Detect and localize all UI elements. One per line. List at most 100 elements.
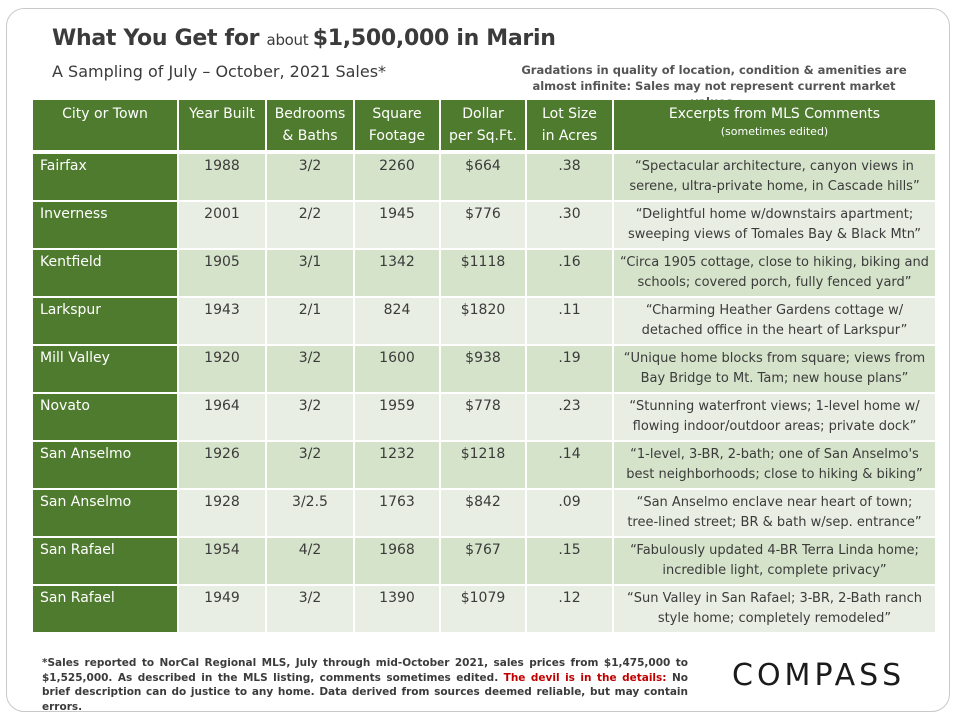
cell-city: San Anselmo (33, 442, 179, 490)
cell-ppsf: $1118 (441, 250, 527, 298)
disclaimer-note: Gradations in quality of location, condi… (521, 63, 907, 109)
sales-table: City or Town Year Built Bedrooms & Baths … (33, 100, 935, 634)
page-title: What You Get for about $1,500,000 in Mar… (52, 26, 556, 51)
slide-frame (6, 8, 950, 712)
cell-lot: .15 (527, 538, 614, 586)
cell-beds: 3/2 (267, 154, 355, 202)
cell-city: Mill Valley (33, 346, 179, 394)
cell-comment: “Unique home blocks from square; views f… (614, 346, 935, 394)
footer-text-2: No brief description can do justice to a… (42, 671, 688, 713)
cell-city: San Rafael (33, 538, 179, 586)
cell-city: San Rafael (33, 586, 179, 634)
cell-lot: .19 (527, 346, 614, 394)
cell-ppsf: $776 (441, 202, 527, 250)
cell-sqft: 2260 (355, 154, 441, 202)
cell-sqft: 1232 (355, 442, 441, 490)
cell-comment: “Sun Valley in San Rafael; 3-BR, 2-Bath … (614, 586, 935, 634)
cell-lot: .14 (527, 442, 614, 490)
cell-sqft: 1959 (355, 394, 441, 442)
footer-red-text: The devil is in the details: (503, 671, 667, 684)
cell-beds: 3/2 (267, 586, 355, 634)
header-sqft: Square Footage (355, 100, 441, 154)
cell-sqft: 1968 (355, 538, 441, 586)
cell-comment: “Fabulously updated 4-BR Terra Linda hom… (614, 538, 935, 586)
cell-comment: “Stunning waterfront views; 1-level home… (614, 394, 935, 442)
cell-beds: 2/2 (267, 202, 355, 250)
cell-year: 1905 (179, 250, 267, 298)
cell-comment: “Spectacular architecture, canyon views … (614, 154, 935, 202)
footer-disclaimer: *Sales reported to NorCal Regional MLS, … (42, 656, 688, 714)
cell-beds: 3/1 (267, 250, 355, 298)
table-row: Novato 1964 3/2 1959 $778 .23 “Stunning … (33, 394, 935, 442)
title-part2: $1,500,000 in Marin (312, 26, 556, 51)
cell-ppsf: $1079 (441, 586, 527, 634)
cell-comment: “1-level, 3-BR, 2-bath; one of San Ansel… (614, 442, 935, 490)
cell-ppsf: $767 (441, 538, 527, 586)
cell-city: Kentfield (33, 250, 179, 298)
cell-year: 1988 (179, 154, 267, 202)
cell-ppsf: $1820 (441, 298, 527, 346)
cell-year: 2001 (179, 202, 267, 250)
cell-sqft: 1763 (355, 490, 441, 538)
footer-text-1: *Sales reported to NorCal Regional MLS, … (42, 657, 688, 684)
header-lot: Lot Size in Acres (527, 100, 614, 154)
cell-comment: “Circa 1905 cottage, close to hiking, bi… (614, 250, 935, 298)
table-row: Mill Valley 1920 3/2 1600 $938 .19 “Uniq… (33, 346, 935, 394)
cell-comment: “San Anselmo enclave near heart of town;… (614, 490, 935, 538)
header-city: City or Town (33, 100, 179, 154)
header-beds: Bedrooms & Baths (267, 100, 355, 154)
cell-year: 1943 (179, 298, 267, 346)
cell-lot: .12 (527, 586, 614, 634)
table-row: Kentfield 1905 3/1 1342 $1118 .16 “Circa… (33, 250, 935, 298)
cell-beds: 2/1 (267, 298, 355, 346)
cell-year: 1920 (179, 346, 267, 394)
cell-beds: 3/2 (267, 394, 355, 442)
cell-lot: .30 (527, 202, 614, 250)
cell-ppsf: $938 (441, 346, 527, 394)
table-row: San Rafael 1954 4/2 1968 $767 .15 “Fabul… (33, 538, 935, 586)
header-year: Year Built (179, 100, 267, 154)
cell-beds: 3/2 (267, 346, 355, 394)
cell-sqft: 1342 (355, 250, 441, 298)
cell-lot: .23 (527, 394, 614, 442)
table-row: San Anselmo 1926 3/2 1232 $1218 .14 “1-l… (33, 442, 935, 490)
cell-sqft: 824 (355, 298, 441, 346)
cell-sqft: 1390 (355, 586, 441, 634)
cell-year: 1949 (179, 586, 267, 634)
table-row: Fairfax 1988 3/2 2260 $664 .38 “Spectacu… (33, 154, 935, 202)
cell-year: 1926 (179, 442, 267, 490)
cell-ppsf: $778 (441, 394, 527, 442)
table-row: San Anselmo 1928 3/2.5 1763 $842 .09 “Sa… (33, 490, 935, 538)
cell-city: Fairfax (33, 154, 179, 202)
cell-lot: .11 (527, 298, 614, 346)
table-header-row: City or Town Year Built Bedrooms & Baths … (33, 100, 935, 154)
header-comments: Excerpts from MLS Comments (sometimes edi… (614, 100, 935, 154)
cell-city: Novato (33, 394, 179, 442)
cell-beds: 3/2.5 (267, 490, 355, 538)
title-part1: What You Get for (52, 26, 267, 51)
compass-logo: COMPASS (732, 658, 906, 693)
header-ppsf: Dollar per Sq.Ft. (441, 100, 527, 154)
cell-beds: 4/2 (267, 538, 355, 586)
cell-city: San Anselmo (33, 490, 179, 538)
cell-comment: “Delightful home w/downstairs apartment;… (614, 202, 935, 250)
title-small: about (266, 31, 313, 49)
cell-ppsf: $1218 (441, 442, 527, 490)
cell-sqft: 1600 (355, 346, 441, 394)
table-row: Inverness 2001 2/2 1945 $776 .30 “Deligh… (33, 202, 935, 250)
cell-lot: .38 (527, 154, 614, 202)
cell-ppsf: $664 (441, 154, 527, 202)
cell-beds: 3/2 (267, 442, 355, 490)
cell-year: 1928 (179, 490, 267, 538)
table-row: San Rafael 1949 3/2 1390 $1079 .12 “Sun … (33, 586, 935, 634)
cell-year: 1954 (179, 538, 267, 586)
cell-city: Larkspur (33, 298, 179, 346)
cell-ppsf: $842 (441, 490, 527, 538)
cell-lot: .09 (527, 490, 614, 538)
cell-comment: “Charming Heather Gardens cottage w/deta… (614, 298, 935, 346)
page-subtitle: A Sampling of July – October, 2021 Sales… (52, 62, 387, 81)
table-row: Larkspur 1943 2/1 824 $1820 .11 “Charmin… (33, 298, 935, 346)
cell-year: 1964 (179, 394, 267, 442)
cell-sqft: 1945 (355, 202, 441, 250)
cell-city: Inverness (33, 202, 179, 250)
